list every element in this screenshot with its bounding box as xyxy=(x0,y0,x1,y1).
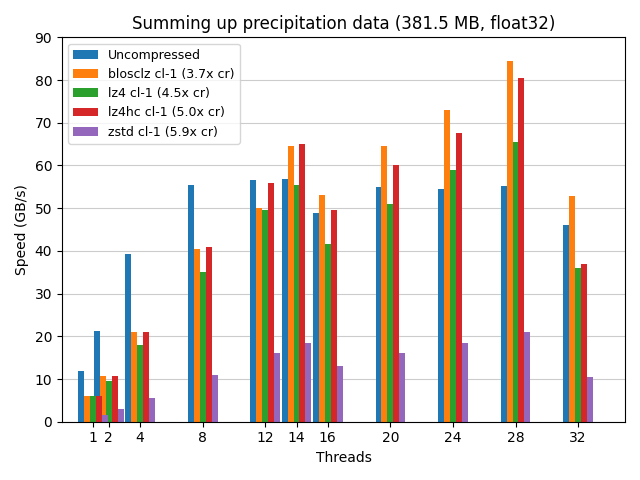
Bar xyxy=(462,343,468,422)
Bar xyxy=(294,185,300,422)
Bar xyxy=(112,375,118,422)
Bar xyxy=(376,187,381,422)
Bar xyxy=(106,381,112,422)
Legend: Uncompressed, blosclz cl-1 (3.7x cr), lz4 cl-1 (4.5x cr), lz4hc cl-1 (5.0x cr), : Uncompressed, blosclz cl-1 (3.7x cr), lz… xyxy=(68,44,239,144)
Bar xyxy=(500,186,507,422)
Bar xyxy=(143,332,149,422)
Bar xyxy=(319,195,325,422)
Bar xyxy=(194,249,200,422)
Bar xyxy=(96,396,102,422)
Bar xyxy=(84,396,90,422)
Bar xyxy=(587,377,593,422)
Bar xyxy=(262,210,268,422)
Bar xyxy=(212,375,218,422)
Bar xyxy=(125,254,131,422)
Bar xyxy=(131,332,137,422)
Bar xyxy=(507,61,513,422)
Bar xyxy=(399,353,405,422)
Bar xyxy=(149,398,155,422)
Bar xyxy=(518,78,524,422)
Bar xyxy=(456,133,462,422)
X-axis label: Threads: Threads xyxy=(316,451,371,465)
Bar xyxy=(250,180,257,422)
Bar xyxy=(300,144,305,422)
Bar xyxy=(90,396,96,422)
Bar xyxy=(381,146,387,422)
Bar xyxy=(387,204,394,422)
Bar xyxy=(78,372,84,422)
Bar xyxy=(205,247,212,422)
Bar xyxy=(100,375,106,422)
Bar xyxy=(200,272,205,422)
Bar xyxy=(575,268,581,422)
Bar xyxy=(118,409,124,422)
Bar xyxy=(394,166,399,422)
Bar xyxy=(438,189,444,422)
Bar xyxy=(524,332,531,422)
Title: Summing up precipitation data (381.5 MB, float32): Summing up precipitation data (381.5 MB,… xyxy=(132,15,555,33)
Bar xyxy=(444,110,450,422)
Bar xyxy=(581,264,587,422)
Bar xyxy=(337,366,342,422)
Bar xyxy=(450,170,456,422)
Bar xyxy=(325,244,331,422)
Bar xyxy=(137,345,143,422)
Bar xyxy=(94,331,100,422)
Bar xyxy=(102,415,108,422)
Bar xyxy=(287,146,294,422)
Bar xyxy=(274,353,280,422)
Bar xyxy=(331,210,337,422)
Bar xyxy=(563,225,569,422)
Bar xyxy=(282,179,287,422)
Bar xyxy=(268,182,274,422)
Bar xyxy=(257,208,262,422)
Bar xyxy=(569,196,575,422)
Bar xyxy=(313,213,319,422)
Bar xyxy=(513,142,518,422)
Bar xyxy=(188,185,194,422)
Bar xyxy=(305,343,312,422)
Y-axis label: Speed (GB/s): Speed (GB/s) xyxy=(15,184,29,275)
